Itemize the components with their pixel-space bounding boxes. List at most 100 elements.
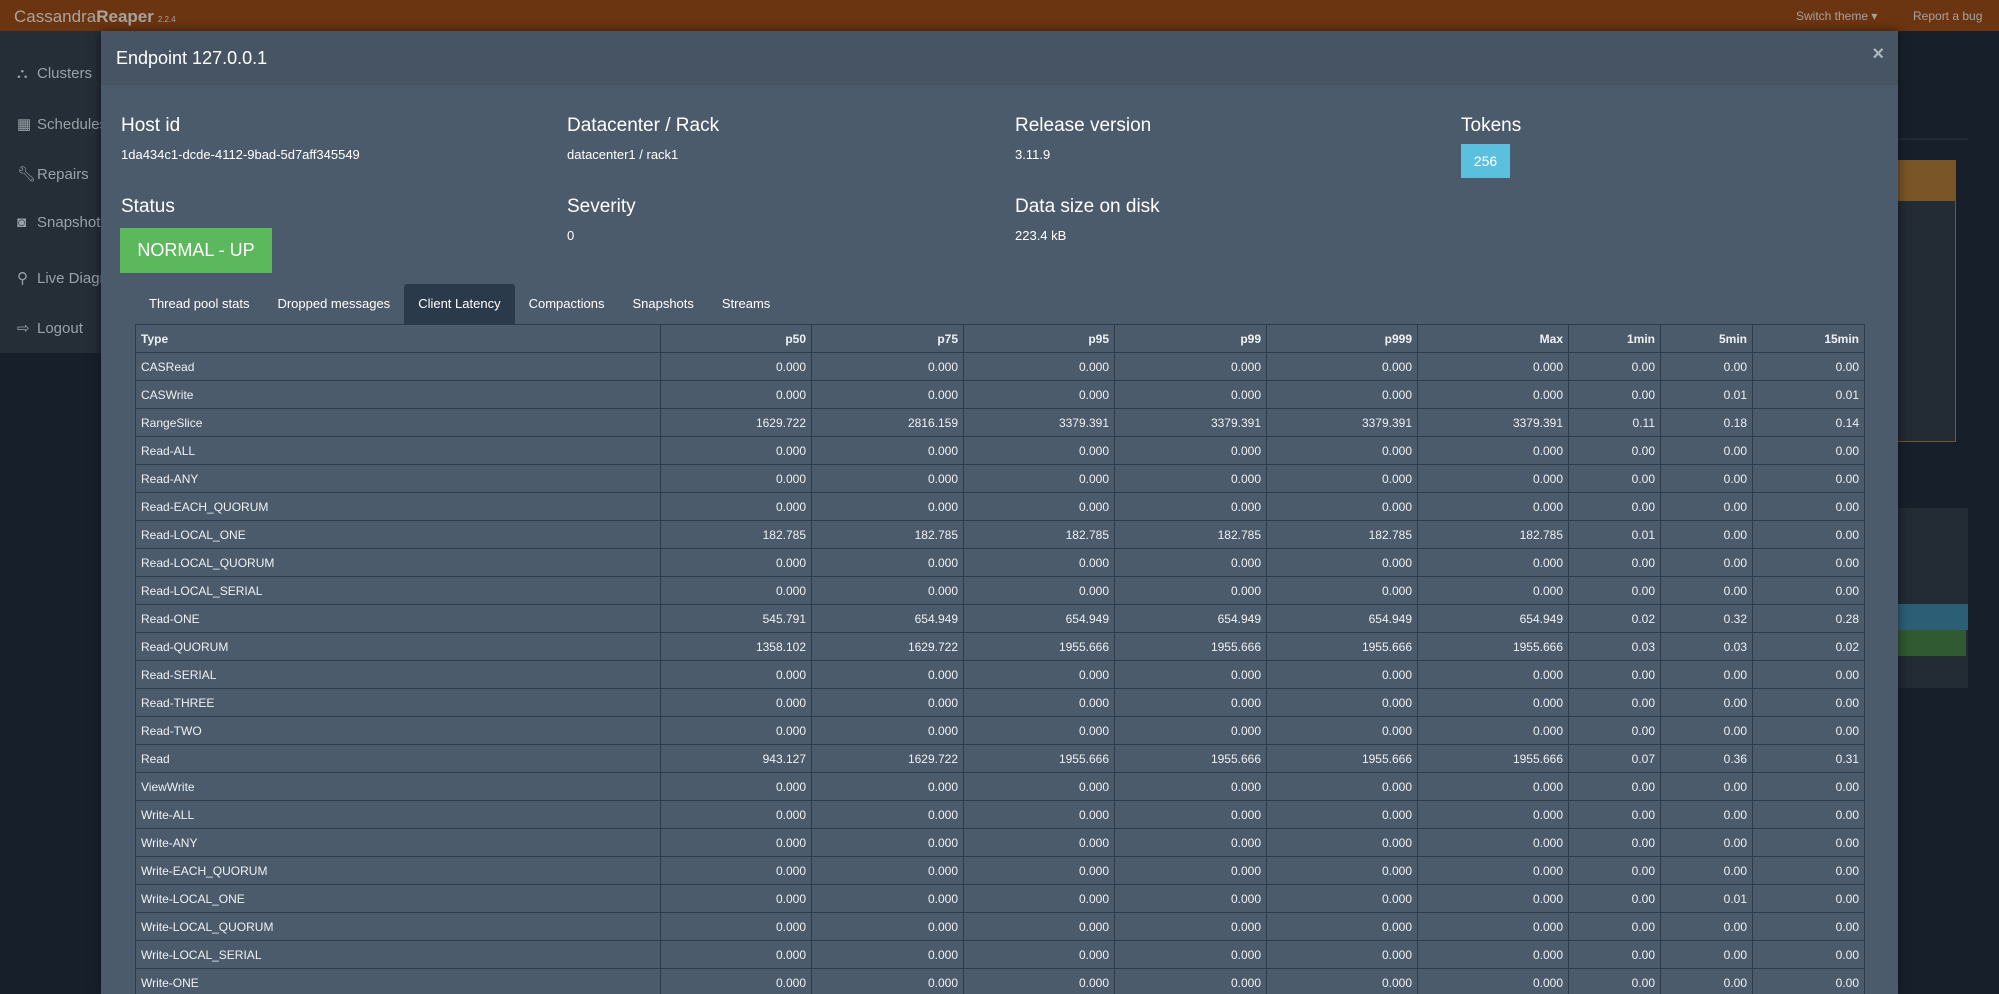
cell-max: 0.000 <box>1417 380 1569 409</box>
cell-p75: 0.000 <box>811 352 964 381</box>
cell-15min: 0.28 <box>1752 604 1865 633</box>
cell-5min: 0.00 <box>1660 940 1753 969</box>
cell-15min: 0.00 <box>1752 576 1865 605</box>
cell-15min: 0.00 <box>1752 520 1865 549</box>
cell-1min: 0.00 <box>1568 660 1661 689</box>
sidebar-item-schedules[interactable]: ▦ Schedules <box>17 115 107 133</box>
cell-p95: 0.000 <box>963 940 1115 969</box>
switch-theme-dropdown[interactable]: Switch theme ▾ <box>1796 9 1878 23</box>
dc-rack-label: Datacenter / Rack <box>567 115 720 136</box>
sidebar-item-clusters[interactable]: ⛬ Clusters <box>17 65 92 82</box>
cell-p99: 654.949 <box>1114 604 1267 633</box>
sidebar-item-snapshots[interactable]: ◙ Snapshots <box>17 214 108 231</box>
cell-max: 0.000 <box>1417 856 1569 885</box>
release-section: Release version 3.11.9 <box>1015 115 1151 162</box>
cell-p50: 0.000 <box>660 800 812 829</box>
cell-5min: 0.00 <box>1660 520 1753 549</box>
cell-p95: 0.000 <box>963 464 1115 493</box>
cell-1min: 0.00 <box>1568 912 1661 941</box>
sidebar-item-logout[interactable]: ⇨ Logout <box>17 319 83 337</box>
cell-p75: 1629.722 <box>811 632 964 661</box>
cell-max: 0.000 <box>1417 884 1569 913</box>
cell-15min: 0.00 <box>1752 772 1865 801</box>
tab-streams[interactable]: Streams <box>721 296 771 311</box>
row-type-cell: Read-ALL <box>135 436 661 465</box>
cell-p50: 0.000 <box>660 436 812 465</box>
tab-thread-pool-stats[interactable]: Thread pool stats <box>149 296 250 311</box>
cell-p75: 0.000 <box>811 436 964 465</box>
cell-p99: 0.000 <box>1114 912 1267 941</box>
row-type-cell: Read-SERIAL <box>135 660 661 689</box>
cell-max: 0.000 <box>1417 576 1569 605</box>
cell-5min: 0.00 <box>1660 968 1753 994</box>
release-label: Release version <box>1015 115 1152 136</box>
cell-1min: 0.00 <box>1568 548 1661 577</box>
tab-compactions[interactable]: Compactions <box>528 296 605 311</box>
tokens-badge[interactable]: 256 <box>1461 144 1510 178</box>
status-label: Status <box>121 196 175 217</box>
table-row: Read 943.127 1629.722 1955.666 1955.666 1955.… <box>135 744 1865 773</box>
cell-p999: 3379.391 <box>1266 408 1418 437</box>
cell-p50: 0.000 <box>660 660 812 689</box>
cell-1min: 0.00 <box>1568 856 1661 885</box>
row-type-cell: Read-THREE <box>135 688 661 717</box>
tab-snapshots[interactable]: Snapshots <box>632 296 694 311</box>
report-bug-link[interactable]: Report a bug <box>1913 9 1983 23</box>
cell-p50: 0.000 <box>660 912 812 941</box>
row-type-cell: Read-LOCAL_QUORUM <box>135 548 661 577</box>
cell-p999: 0.000 <box>1266 352 1418 381</box>
sidebar-item-repairs[interactable]: 🔧︎Repairs <box>17 165 89 183</box>
cell-15min: 0.00 <box>1752 800 1865 829</box>
column-header-max: Max <box>1417 324 1569 353</box>
tab-client-latency[interactable]: Client Latency <box>404 284 515 324</box>
brand-logo[interactable]: CassandraReaper 2.2.4 <box>14 7 176 27</box>
table-row: Read-EACH_QUORUM 0.000 0.000 0.000 0.000 0.00… <box>135 492 1865 521</box>
table-row: Read-ALL 0.000 0.000 0.000 0.000 0.000 0.000 0.… <box>135 436 1865 465</box>
cell-p75: 0.000 <box>811 940 964 969</box>
row-type-cell: Write-LOCAL_ONE <box>135 884 661 913</box>
row-type-cell: Read-EACH_QUORUM <box>135 492 661 521</box>
tokens-section: Tokens <box>1461 115 1521 137</box>
cell-p75: 0.000 <box>811 576 964 605</box>
cell-p99: 0.000 <box>1114 492 1267 521</box>
cell-p999: 0.000 <box>1266 772 1418 801</box>
cell-p999: 0.000 <box>1266 576 1418 605</box>
cell-max: 654.949 <box>1417 604 1569 633</box>
cell-p999: 0.000 <box>1266 968 1418 994</box>
cell-15min: 0.01 <box>1752 380 1865 409</box>
table-row: CASWrite 0.000 0.000 0.000 0.000 0.000 0.000 0.… <box>135 380 1865 409</box>
close-icon[interactable]: × <box>1872 43 1884 65</box>
client-latency-table: Type p50 p75 p95 p99 p999 Max 1min 5min 15min CAS… <box>135 324 1865 994</box>
cell-p999: 1955.666 <box>1266 632 1418 661</box>
cell-p999: 0.000 <box>1266 856 1418 885</box>
column-header-1min: 1min <box>1568 324 1661 353</box>
cell-5min: 0.00 <box>1660 772 1753 801</box>
sidebar-item-label: Clusters <box>37 65 93 82</box>
row-type-cell: Write-ANY <box>135 828 661 857</box>
host-id-section: Host id 1da434c1-dcde-4112-9bad-5d7aff34… <box>121 115 360 162</box>
cell-p75: 0.000 <box>811 884 964 913</box>
column-header-type: Type <box>135 324 661 353</box>
cell-15min: 0.00 <box>1752 464 1865 493</box>
cell-max: 0.000 <box>1417 968 1569 994</box>
dc-rack-value: datacenter1 / rack1 <box>567 147 679 162</box>
cell-max: 0.000 <box>1417 912 1569 941</box>
row-type-cell: Write-LOCAL_SERIAL <box>135 940 661 969</box>
cell-max: 0.000 <box>1417 940 1569 969</box>
cell-max: 0.000 <box>1417 436 1569 465</box>
table-row: Write-LOCAL_ONE 0.000 0.000 0.000 0.000 0.000… <box>135 884 1865 913</box>
cell-p95: 0.000 <box>963 856 1115 885</box>
sidebar-item-label: Schedules <box>37 116 108 133</box>
table-row: Write-ANY 0.000 0.000 0.000 0.000 0.000 0.000 0… <box>135 828 1865 857</box>
column-header-5min: 5min <box>1660 324 1753 353</box>
background-panel <box>1898 160 1956 442</box>
cell-p95: 0.000 <box>963 912 1115 941</box>
cell-p50: 1358.102 <box>660 632 812 661</box>
tab-dropped-messages[interactable]: Dropped messages <box>277 296 391 311</box>
table-row: Read-LOCAL_QUORUM 0.000 0.000 0.000 0.000 0.0… <box>135 548 1865 577</box>
cell-p95: 0.000 <box>963 576 1115 605</box>
cell-1min: 0.00 <box>1568 716 1661 745</box>
cell-1min: 0.00 <box>1568 352 1661 381</box>
cell-p95: 654.949 <box>963 604 1115 633</box>
cell-p50: 0.000 <box>660 940 812 969</box>
